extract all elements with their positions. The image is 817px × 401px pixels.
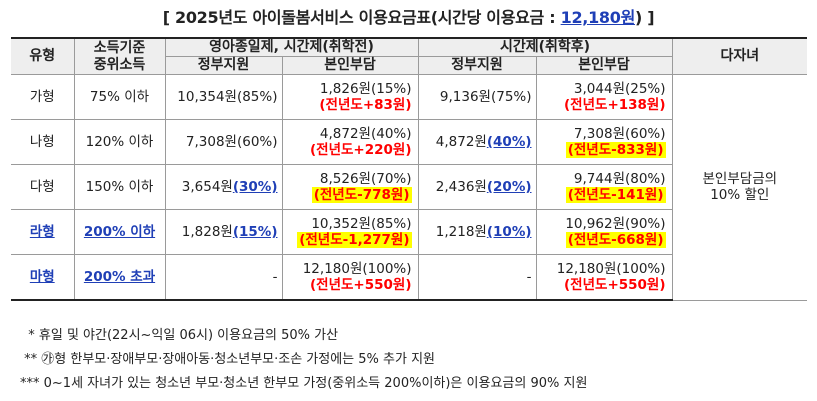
table-row: 다형 150% 이하 3,654원(30%) 8,526원(70%) (전년도-778원… <box>11 164 807 210</box>
infant-self-change: (전년도+550원) <box>310 277 412 293</box>
infant-self-amount: 4,872원(40%) <box>319 126 412 142</box>
infant-self-amount: 12,180원(100%) <box>302 261 412 277</box>
multi-child-line2: 10% 할인 <box>710 187 770 204</box>
fee-table: 유형 소득기준 중위소득 영아종일제, 시간제(취학전) 시간제(취학후) 다자녀… <box>11 37 808 301</box>
row-income-label: 75% 이하 <box>89 89 150 105</box>
footnote: * 휴일 및 야간(22시~익일 06시) 이용요금의 50% 가산 <box>20 328 339 343</box>
school-self-amount: 9,744원(80%) <box>573 171 666 187</box>
row-income-label: 150% 이하 <box>85 179 154 195</box>
infant-gov-amount: - <box>272 269 278 285</box>
row-type-label: 나형 <box>29 134 55 150</box>
col-header-infant-self: 본인부담 <box>281 56 419 75</box>
school-self-amount: 3,044원(25%) <box>573 81 666 97</box>
school-gov-amount: 1,218원 <box>435 224 487 240</box>
infant-gov-amount: 7,308원(60%) <box>185 134 278 150</box>
infant-gov-amount: 3,654원 <box>181 179 233 195</box>
col-header-income: 소득기준 중위소득 <box>73 37 166 75</box>
infant-self-pay: 8,526원(70%) (전년도-778원) <box>281 164 419 210</box>
school-self-change: (전년도+138원) <box>564 97 666 113</box>
row-income: 200% 초과 <box>73 254 166 301</box>
row-income: 200% 이하 <box>73 209 166 255</box>
table-row: 라형 200% 이하 1,828원(15%) 10,352원(85%) (전년도-1,2… <box>11 209 807 255</box>
row-type: 나형 <box>11 119 75 165</box>
row-type: 마형 <box>11 254 75 301</box>
infant-self-amount: 10,352원(85%) <box>311 216 412 232</box>
school-self-amount: 12,180원(100%) <box>556 261 666 277</box>
infant-self-pay: 10,352원(85%) (전년도-1,277원) <box>281 209 419 255</box>
school-gov-amount: 9,136원(75%) <box>439 89 532 105</box>
infant-self-change: (전년도-1,277원) <box>297 232 412 248</box>
col-header-type: 유형 <box>11 37 75 75</box>
row-income-label: 200% 초과 <box>83 269 156 285</box>
infant-gov-pct: (15%) <box>232 224 278 240</box>
row-type: 라형 <box>11 209 75 255</box>
col-header-school-gov: 정부지원 <box>417 56 537 75</box>
school-gov-pct: (10%) <box>486 224 532 240</box>
page-title: [ 2025년도 아이돌봄서비스 이용요금표(시간당 이용요금 : 12,180… <box>162 8 655 27</box>
school-gov-support: 1,218원(10%) <box>417 209 537 255</box>
row-type-label: 라형 <box>29 224 55 240</box>
row-type-label: 가형 <box>29 89 55 105</box>
infant-self-change: (전년도-778원) <box>311 187 412 203</box>
col-header-school: 시간제(취학후) <box>417 37 673 57</box>
table-row: 마형 200% 초과 -12,180원(100%) (전년도+550원) -12,180… <box>11 254 807 301</box>
school-gov-pct: (40%) <box>486 134 532 150</box>
infant-gov-support: 1,828원(15%) <box>164 209 283 255</box>
school-gov-support: 4,872원(40%) <box>417 119 537 165</box>
school-self-change: (전년도-833원) <box>565 142 666 158</box>
school-self-change: (전년도-668원) <box>565 232 666 248</box>
multi-child-discount: 본인부담금의 10% 할인 <box>671 74 808 301</box>
col-header-school-self: 본인부담 <box>535 56 673 75</box>
footnote: *** 0~1세 자녀가 있는 청소년 부모·청소년 한부모 가정(중위소득 2… <box>20 376 588 391</box>
infant-gov-pct: (30%) <box>232 179 278 195</box>
infant-gov-support: 7,308원(60%) <box>164 119 283 165</box>
school-self-amount: 10,962원(90%) <box>565 216 666 232</box>
infant-self-change: (전년도+220원) <box>310 142 412 158</box>
school-self-pay: 7,308원(60%) (전년도-833원) <box>535 119 673 165</box>
row-income-label: 120% 이하 <box>85 134 154 150</box>
school-gov-pct: (20%) <box>486 179 532 195</box>
row-income-label: 200% 이하 <box>83 224 156 240</box>
school-self-pay: 12,180원(100%) (전년도+550원) <box>535 254 673 301</box>
school-gov-amount: 2,436원 <box>435 179 487 195</box>
school-self-change: (전년도-141원) <box>565 187 666 203</box>
row-type: 가형 <box>11 74 75 120</box>
school-gov-amount: - <box>526 269 532 285</box>
col-header-infant: 영아종일제, 시간제(취학전) <box>164 37 419 57</box>
row-income: 150% 이하 <box>73 164 166 210</box>
school-gov-support: - <box>417 254 537 301</box>
infant-gov-support: 3,654원(30%) <box>164 164 283 210</box>
school-gov-amount: 4,872원 <box>435 134 487 150</box>
infant-self-change: (전년도+83원) <box>319 97 412 113</box>
table-row: 가형 75% 이하 10,354원(85%) 1,826원(15%) (전년도+83원)… <box>11 74 808 301</box>
footnote: ** ㉮형 한부모·장애부모·장애아동·청소년부모·조손 가정에는 5% 추가 … <box>20 352 435 367</box>
school-self-amount: 7,308원(60%) <box>573 126 666 142</box>
school-self-change: (전년도+550원) <box>564 277 666 293</box>
row-type-label: 다형 <box>29 179 55 195</box>
col-header-multi-child: 다자녀 <box>671 37 808 75</box>
infant-gov-support: 10,354원(85%) <box>164 74 283 120</box>
col-header-infant-gov: 정부지원 <box>164 56 283 75</box>
infant-self-pay: 1,826원(15%) (전년도+83원) <box>281 74 419 120</box>
infant-self-pay: 4,872원(40%) (전년도+220원) <box>281 119 419 165</box>
hourly-fee: 12,180원 <box>560 8 636 27</box>
row-type-label: 마형 <box>29 269 55 285</box>
infant-gov-amount: 1,828원 <box>181 224 233 240</box>
infant-self-amount: 8,526원(70%) <box>319 171 412 187</box>
school-self-pay: 10,962원(90%) (전년도-668원) <box>535 209 673 255</box>
row-income: 120% 이하 <box>73 119 166 165</box>
infant-self-amount: 1,826원(15%) <box>319 81 412 97</box>
school-gov-support: 2,436원(20%) <box>417 164 537 210</box>
infant-gov-amount: 10,354원(85%) <box>177 89 278 105</box>
school-self-pay: 3,044원(25%) (전년도+138원) <box>535 74 673 120</box>
school-gov-support: 9,136원(75%) <box>417 74 537 120</box>
row-income: 75% 이하 <box>73 74 166 120</box>
row-type: 다형 <box>11 164 75 210</box>
school-self-pay: 9,744원(80%) (전년도-141원) <box>535 164 673 210</box>
multi-child-line1: 본인부담금의 <box>702 171 778 188</box>
infant-self-pay: 12,180원(100%) (전년도+550원) <box>281 254 419 301</box>
infant-gov-support: - <box>164 254 283 301</box>
